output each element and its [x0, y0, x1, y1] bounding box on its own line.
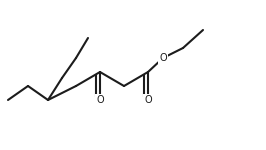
Text: O: O: [144, 95, 152, 105]
Text: O: O: [159, 53, 167, 63]
Text: O: O: [96, 95, 104, 105]
